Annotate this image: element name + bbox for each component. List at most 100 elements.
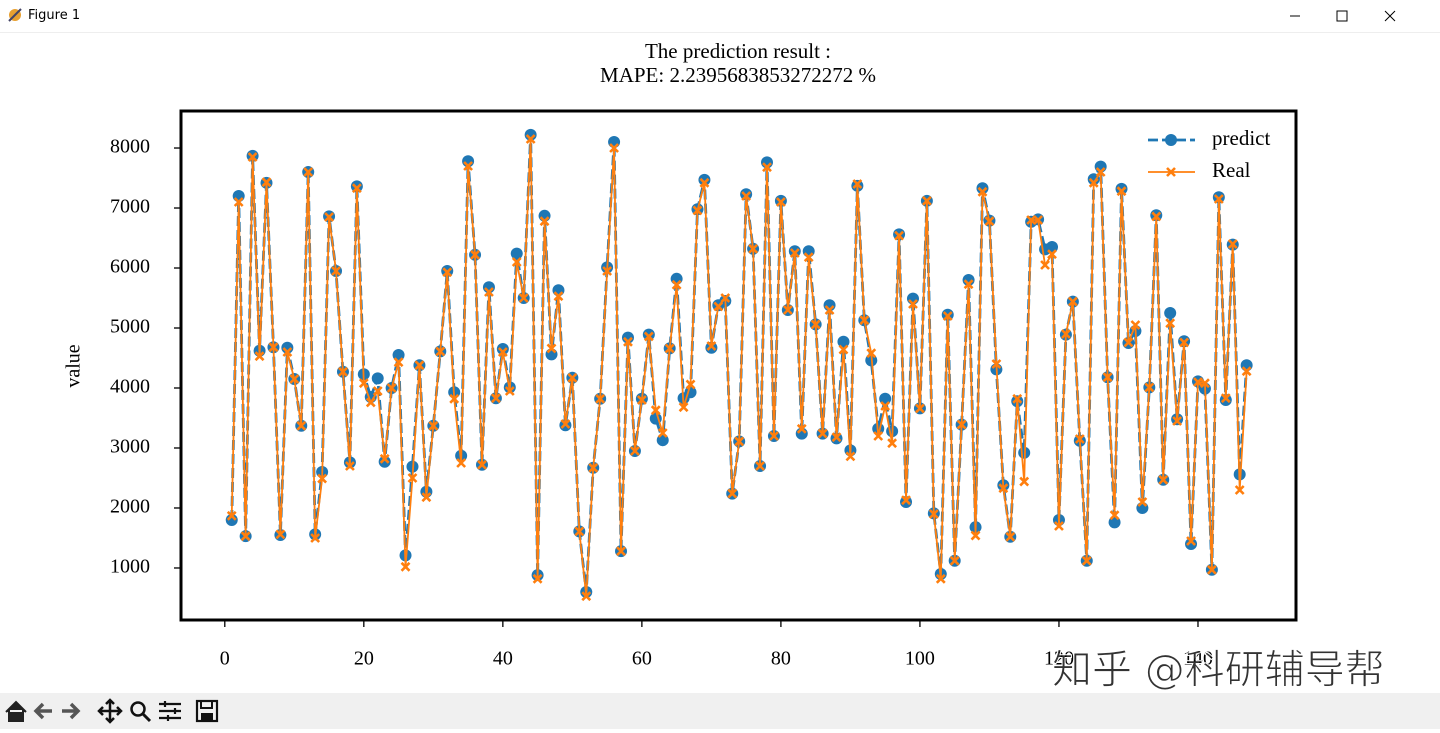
data-point <box>289 374 300 384</box>
legend-label: predict <box>1212 126 1270 150</box>
y-tick-label: 8000 <box>110 136 150 158</box>
data-point <box>470 249 480 260</box>
data-point <box>741 191 752 201</box>
data-point <box>1151 211 1162 222</box>
legend-marker <box>1165 134 1177 146</box>
data-point <box>803 252 814 263</box>
back-button[interactable] <box>33 702 52 720</box>
data-point <box>581 591 592 602</box>
data-point <box>456 458 467 468</box>
data-point <box>1144 382 1155 393</box>
y-axis-label: value <box>63 344 85 387</box>
data-point <box>984 216 995 227</box>
forward-button[interactable] <box>62 702 81 720</box>
data-point <box>831 432 842 443</box>
data-point <box>706 341 717 351</box>
save-button[interactable] <box>195 699 219 723</box>
close-button[interactable] <box>1384 10 1396 22</box>
data-point <box>970 530 981 541</box>
data-point <box>643 331 654 342</box>
data-point <box>344 461 355 471</box>
data-point <box>713 301 724 312</box>
configure-button[interactable] <box>159 701 181 721</box>
maximize-button[interactable] <box>1336 10 1348 22</box>
data-point <box>463 161 474 171</box>
x-tick-label: 80 <box>771 648 791 670</box>
data-point <box>435 346 446 357</box>
chart: The prediction result : MAPE: 2.23956838… <box>63 39 1386 693</box>
data-point <box>497 347 508 357</box>
data-point <box>650 405 661 416</box>
pan-button[interactable] <box>97 698 123 724</box>
data-point <box>720 293 731 303</box>
data-point <box>407 473 418 483</box>
data-point <box>678 402 689 413</box>
data-point <box>1019 476 1030 487</box>
data-point <box>553 291 564 302</box>
data-point <box>1102 372 1113 383</box>
data-point <box>698 173 711 186</box>
data-point <box>254 351 265 362</box>
data-point <box>1047 249 1057 260</box>
data-point <box>1185 537 1198 550</box>
data-point <box>261 177 272 188</box>
window-title: Figure 1 <box>28 8 81 23</box>
data-point <box>378 455 391 468</box>
data-point <box>859 315 870 326</box>
data-point <box>817 428 828 439</box>
data-point <box>233 197 244 207</box>
chart-title: The prediction result : <box>645 39 831 63</box>
data-point <box>1172 416 1183 426</box>
data-point <box>393 357 404 368</box>
x-tick-label: 40 <box>493 648 513 670</box>
data-point <box>824 305 835 315</box>
x-tick-label: 60 <box>632 648 652 670</box>
data-point <box>880 401 891 411</box>
data-point <box>504 386 515 396</box>
app-icon <box>8 8 22 22</box>
data-point <box>852 179 863 189</box>
data-point <box>1193 377 1203 387</box>
data-point <box>685 379 696 390</box>
data-point <box>949 555 960 566</box>
data-point <box>1087 173 1100 186</box>
data-point <box>365 397 376 408</box>
data-point <box>400 561 411 572</box>
data-point <box>1115 182 1128 195</box>
data-point <box>782 305 793 315</box>
toolbar <box>0 693 1440 729</box>
data-point <box>775 197 786 207</box>
data-point <box>942 311 953 321</box>
data-point <box>539 216 550 227</box>
data-point <box>574 526 585 537</box>
data-point <box>442 267 453 278</box>
data-point <box>671 279 682 290</box>
data-point <box>956 419 967 430</box>
data-point <box>887 438 898 449</box>
home-button[interactable] <box>5 700 27 722</box>
toolbar-icons <box>5 698 219 724</box>
data-point <box>664 343 675 354</box>
zoom-button[interactable] <box>130 701 152 723</box>
data-point <box>338 366 348 377</box>
y-tick-label: 5000 <box>110 316 150 338</box>
y-tick-label: 7000 <box>110 196 150 218</box>
data-point <box>1234 485 1245 495</box>
data-point <box>734 436 745 447</box>
data-point <box>386 383 397 393</box>
y-tick-label: 2000 <box>110 496 150 518</box>
data-point <box>1227 239 1238 249</box>
data-point <box>1005 531 1016 542</box>
data-point <box>379 453 390 464</box>
data-point <box>1067 296 1078 307</box>
data-point <box>908 299 918 309</box>
data-point <box>560 419 571 429</box>
data-point <box>546 343 557 354</box>
data-point <box>1123 337 1134 348</box>
data-point <box>630 446 640 456</box>
data-point <box>331 266 341 276</box>
data-point <box>866 348 877 359</box>
data-point <box>838 344 849 355</box>
data-point <box>1206 564 1217 575</box>
data-point <box>602 266 613 276</box>
